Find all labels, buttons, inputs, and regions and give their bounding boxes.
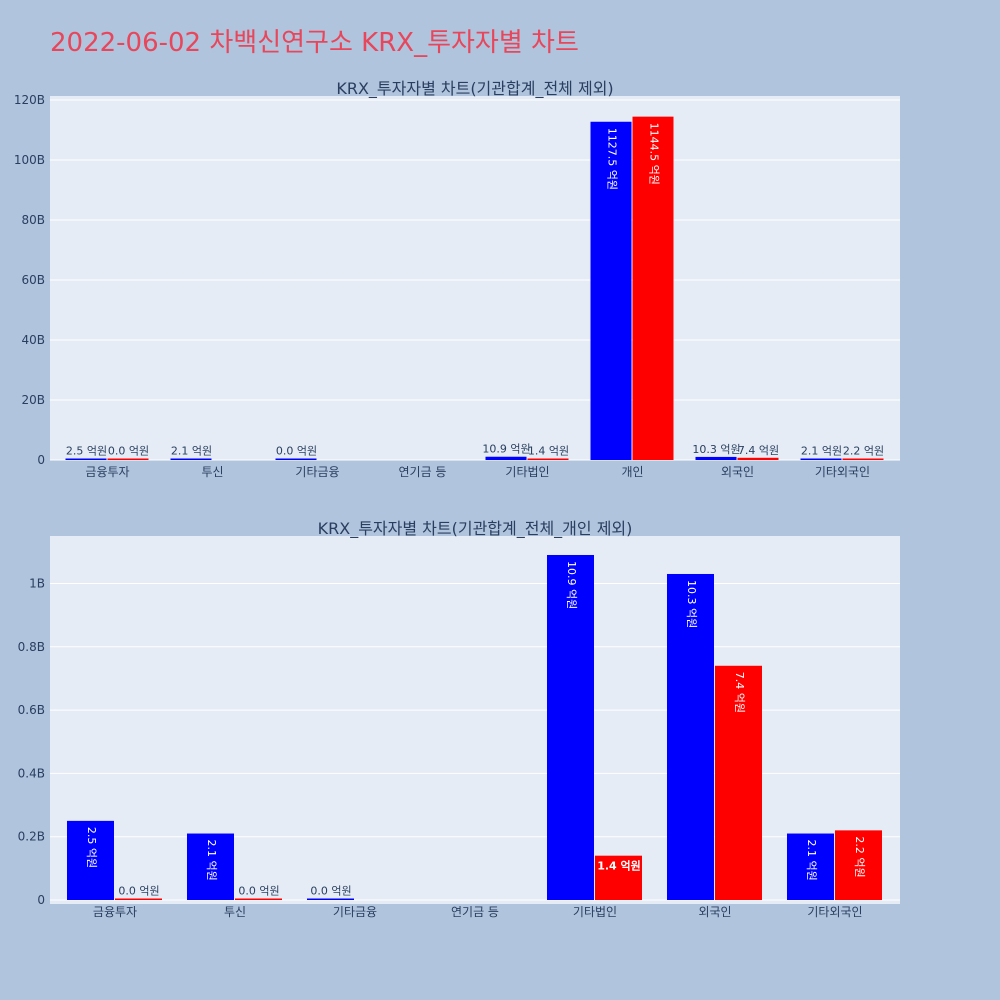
chart-institution-individual-excluded: KRX_투자자별 차트(기관합계_전체_개인 제외) 0 0.2B 0.4B 0.6B 0… xyxy=(18,519,900,919)
x-tick-label: 기타법인 xyxy=(505,465,549,479)
bar xyxy=(695,456,737,460)
bar xyxy=(632,116,674,461)
x-tick-label: 연기금 등 xyxy=(399,465,447,479)
x-tick-label: 금융투자 xyxy=(93,905,137,919)
data-label: 2.1 억원 xyxy=(171,445,212,458)
bar xyxy=(715,665,762,900)
x-tick-label: 기타외국인 xyxy=(807,905,862,919)
bar xyxy=(547,554,594,900)
bar xyxy=(275,458,317,460)
bar xyxy=(235,898,282,900)
x-tick-label: 외국인 xyxy=(698,905,731,919)
y-tick-label: 20B xyxy=(21,393,45,407)
x-tick-label: 기타금융 xyxy=(295,465,339,479)
chart-title: KRX_투자자별 차트(기관합계_전체_개인 제외) xyxy=(318,519,633,539)
plot-area xyxy=(50,96,900,460)
data-label: 7.4 억원 xyxy=(733,672,746,713)
bar xyxy=(527,458,569,460)
bar xyxy=(307,898,354,900)
data-label: 2.1 억원 xyxy=(801,445,842,458)
data-label: 2.1 억원 xyxy=(805,840,818,881)
chart-title: KRX_투자자별 차트(기관합계_전체 제외) xyxy=(336,79,613,99)
x-tick-label: 기타법인 xyxy=(573,905,617,919)
data-label: 1144.5 억원 xyxy=(648,123,661,185)
bar xyxy=(485,456,527,460)
y-tick-label: 0 xyxy=(37,893,45,907)
y-tick-label: 80B xyxy=(21,213,45,227)
data-label: 2.1 억원 xyxy=(205,840,218,881)
x-tick-label: 연기금 등 xyxy=(451,905,499,919)
data-label: 0.0 억원 xyxy=(276,445,317,458)
x-tick-label: 투신 xyxy=(224,905,246,919)
data-label: 7.4 억원 xyxy=(738,444,779,457)
y-tick-label: 40B xyxy=(21,333,45,347)
bar xyxy=(107,458,149,460)
data-label: 10.3 억원 xyxy=(685,580,698,628)
data-label: 10.9 억원 xyxy=(482,443,530,456)
x-tick-label: 기타외국인 xyxy=(815,465,870,479)
x-tick-label: 외국인 xyxy=(721,465,754,479)
bar xyxy=(667,573,714,900)
page-title: 2022-06-02 차백신연구소 KRX_투자자별 차트 xyxy=(50,28,579,58)
bar xyxy=(67,820,114,900)
bar xyxy=(835,830,882,900)
y-tick-label: 0 xyxy=(37,453,45,467)
bar xyxy=(787,833,834,900)
y-tick-label: 0.2B xyxy=(18,830,45,844)
data-label: 2.2 억원 xyxy=(853,836,866,877)
plot-area xyxy=(50,536,900,904)
data-label: 10.9 억원 xyxy=(565,561,578,609)
data-label: 1.4 억원 xyxy=(597,859,641,873)
bar xyxy=(115,898,162,900)
chart-institution-excluded: KRX_투자자별 차트(기관합계_전체 제외) 0 20B 40B 60B 80B 100B… xyxy=(14,79,900,479)
bar xyxy=(842,458,884,460)
data-label: 0.0 억원 xyxy=(310,885,351,898)
bar xyxy=(65,458,107,460)
bar xyxy=(595,855,642,900)
data-label: 0.0 억원 xyxy=(238,885,279,898)
data-label: 2.5 억원 xyxy=(66,445,107,458)
bar xyxy=(800,458,842,460)
x-tick-label: 금융투자 xyxy=(85,465,129,479)
y-tick-label: 1B xyxy=(29,576,45,590)
x-tick-label: 기타금융 xyxy=(333,905,377,919)
y-tick-label: 0.8B xyxy=(18,640,45,654)
x-tick-label: 개인 xyxy=(621,465,643,479)
data-label: 2.2 억원 xyxy=(843,445,884,458)
y-tick-label: 0.4B xyxy=(18,766,45,780)
data-label: 0.0 억원 xyxy=(118,885,159,898)
bar xyxy=(170,458,212,460)
y-tick-label: 0.6B xyxy=(18,703,45,717)
bar xyxy=(590,121,632,460)
data-label: 10.3 억원 xyxy=(692,443,740,456)
data-label: 1127.5 억원 xyxy=(606,128,619,190)
y-tick-label: 60B xyxy=(21,273,45,287)
data-label: 1.4 억원 xyxy=(528,445,569,458)
bar xyxy=(187,833,234,900)
data-label: 0.0 억원 xyxy=(108,445,149,458)
data-label: 2.5 억원 xyxy=(85,827,98,868)
bar xyxy=(737,457,779,460)
x-tick-label: 투신 xyxy=(201,465,223,479)
y-tick-label: 120B xyxy=(14,93,45,107)
y-tick-label: 100B xyxy=(14,153,45,167)
